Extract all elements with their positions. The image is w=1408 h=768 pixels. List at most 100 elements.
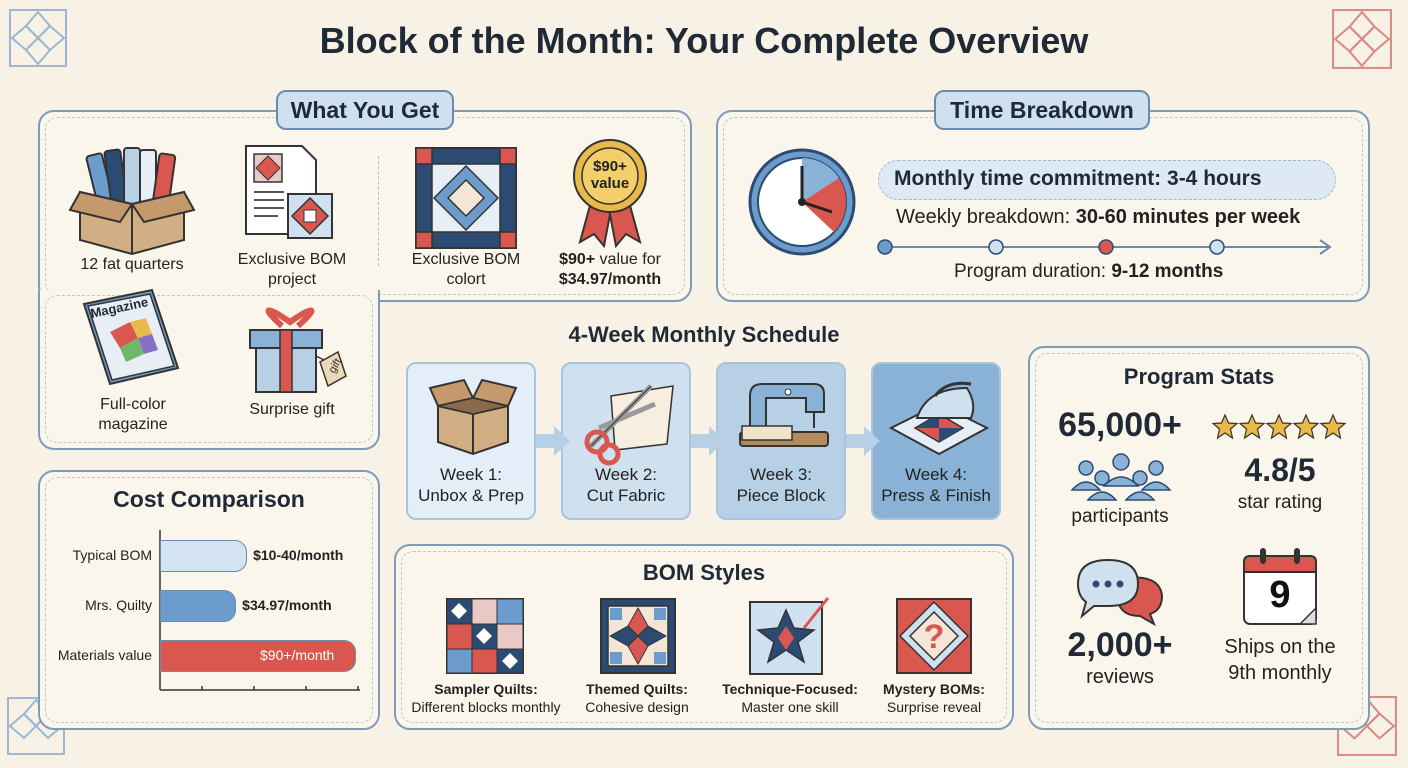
style-themed: Themed Quilts: Cohesive design — [562, 680, 712, 716]
reviews-label: reviews — [1086, 666, 1154, 688]
participants-value: 65,000+ — [1058, 406, 1182, 444]
participants-label: participants — [1071, 506, 1169, 527]
value-label: $90+ value for $34.97/month — [540, 250, 680, 290]
star-icon — [1292, 413, 1320, 440]
star-icon — [1265, 413, 1293, 440]
style-themed-name: Themed Quilts: — [586, 681, 688, 697]
rating-label: star rating — [1237, 492, 1323, 513]
style-mystery: Mystery BOMs: Surprise reveal — [864, 680, 1004, 716]
week-4-label: Week 4: Press & Finish — [873, 464, 999, 506]
cost-row-label: Materials value — [57, 647, 152, 663]
star-icon — [1319, 413, 1347, 440]
ships-text: Ships on the 9th monthly — [1200, 634, 1360, 686]
time-breakdown-heading: Time Breakdown — [934, 90, 1150, 130]
magazine-label: Full-color magazine — [98, 396, 168, 433]
value-badge-text: $90+ value — [590, 158, 630, 192]
week-2-line2: Cut Fabric — [586, 486, 666, 505]
what-you-get-heading: What You Get — [276, 90, 454, 130]
week-2-label: Week 2: Cut Fabric — [563, 464, 689, 506]
fabric-box-icon — [68, 147, 196, 256]
speech-bubbles-icon — [1076, 558, 1164, 627]
week-4-line1: Week 4: — [904, 465, 968, 484]
week-3-line2: Piece Block — [736, 486, 826, 505]
week-3-card: Week 3: Piece Block — [716, 362, 846, 520]
divider — [378, 156, 379, 266]
star-icon — [1211, 413, 1239, 440]
gift-label: Surprise gift — [249, 401, 335, 418]
schedule-heading: 4-Week Monthly Schedule — [568, 322, 840, 347]
style-sampler-desc: Different blocks monthly — [411, 699, 561, 715]
weekly-prefix: Weekly breakdown: — [896, 206, 1076, 228]
bom-project-text: Exclusive BOM project — [237, 251, 347, 288]
timeline-icon — [877, 239, 1332, 255]
quilt-block-icon — [415, 147, 517, 249]
style-technique: Technique-Focused: Master one skill — [710, 680, 870, 716]
calendar-icon — [1243, 548, 1317, 625]
week-4-line2: Press & Finish — [881, 486, 991, 505]
value-for-text: value for — [595, 251, 661, 268]
bom-colort-label: Exclusive BOM colort — [411, 251, 521, 288]
week-3-line1: Week 3: — [749, 465, 813, 484]
page-title: Block of the Month: Your Complete Overvi… — [319, 20, 1089, 61]
cost-row-label: Typical BOM — [72, 547, 152, 563]
rating-value: 4.8/5 — [1244, 452, 1316, 488]
rating-stars — [1211, 413, 1352, 442]
fat-quarters-label: 12 fat quarters — [80, 256, 184, 273]
sampler-quilt-icon — [446, 598, 524, 674]
week-1-card: Week 1: Unbox & Prep — [406, 362, 536, 520]
style-themed-desc: Cohesive design — [585, 699, 689, 715]
cost-heading: Cost Comparison — [113, 486, 305, 512]
ships-line2: 9th monthly — [1228, 662, 1332, 684]
arrow-icon — [846, 426, 880, 456]
cost-bar-value: $90+/month — [260, 647, 335, 663]
style-sampler: Sampler Quilts: Different blocks monthly — [400, 680, 572, 716]
week-3-label: Week 3: Piece Block — [718, 464, 844, 506]
cost-bar-value: $34.97/month — [242, 597, 332, 613]
style-technique-desc: Master one skill — [741, 699, 839, 715]
style-technique-name: Technique-Focused: — [722, 681, 858, 697]
week-1-line2: Unbox & Prep — [418, 486, 524, 505]
star-block-icon — [749, 597, 830, 675]
cost-bar — [160, 540, 248, 572]
value-price: $34.97/month — [558, 271, 662, 288]
sewing-machine-icon — [739, 383, 829, 447]
ships-line1: Ships on the — [1224, 636, 1336, 658]
pattern-sheet-icon — [245, 145, 333, 239]
svg-text:?: ? — [924, 618, 945, 656]
open-box-icon — [428, 378, 518, 456]
cost-bar — [160, 590, 237, 622]
weekly-breakdown-text: Weekly breakdown: 30-60 minutes per week — [896, 206, 1300, 229]
arrow-icon — [536, 426, 570, 456]
style-sampler-name: Sampler Quilts: — [434, 681, 538, 697]
style-mystery-desc: Surprise reveal — [886, 699, 982, 715]
week-1-label: Week 1: Unbox & Prep — [408, 464, 534, 506]
styles-heading: BOM Styles — [642, 560, 766, 585]
week-2-card: Week 2: Cut Fabric — [561, 362, 691, 520]
style-mystery-name: Mystery BOMs: — [883, 681, 985, 697]
bom-project-label: Exclusive BOM project — [222, 250, 362, 290]
mystery-block-icon: ? — [896, 598, 972, 674]
corner-quilt-block-icon — [1332, 9, 1392, 69]
reviews-value: 2,000+ — [1067, 626, 1173, 664]
week-2-line1: Week 2: — [594, 465, 658, 484]
cost-bar-value: $10-40/month — [253, 547, 344, 563]
people-icon — [1070, 453, 1172, 501]
program-duration-text: Program duration: 9-12 months — [954, 261, 1223, 283]
duration-value: 9-12 months — [1111, 261, 1224, 282]
iron-icon — [888, 381, 990, 456]
cost-row-label: Mrs. Quilty — [85, 597, 152, 613]
week-4-card: Week 4: Press & Finish — [871, 362, 1001, 520]
arrow-icon — [691, 426, 725, 456]
monthly-commitment-box — [878, 160, 1336, 200]
weekly-value: 30-60 minutes per week — [1075, 206, 1301, 228]
cost-bar — [160, 640, 356, 672]
corner-quilt-block-icon — [9, 9, 67, 67]
week-1-line1: Week 1: — [439, 465, 503, 484]
calendar-day: 9 — [1269, 574, 1291, 616]
star-icon — [1238, 413, 1266, 440]
scissors-icon — [584, 384, 674, 466]
value-ribbon-icon — [573, 139, 647, 249]
duration-prefix: Program duration: — [954, 261, 1112, 282]
program-stats-panel — [1028, 346, 1370, 730]
value-amount: $90+ — [559, 251, 596, 268]
